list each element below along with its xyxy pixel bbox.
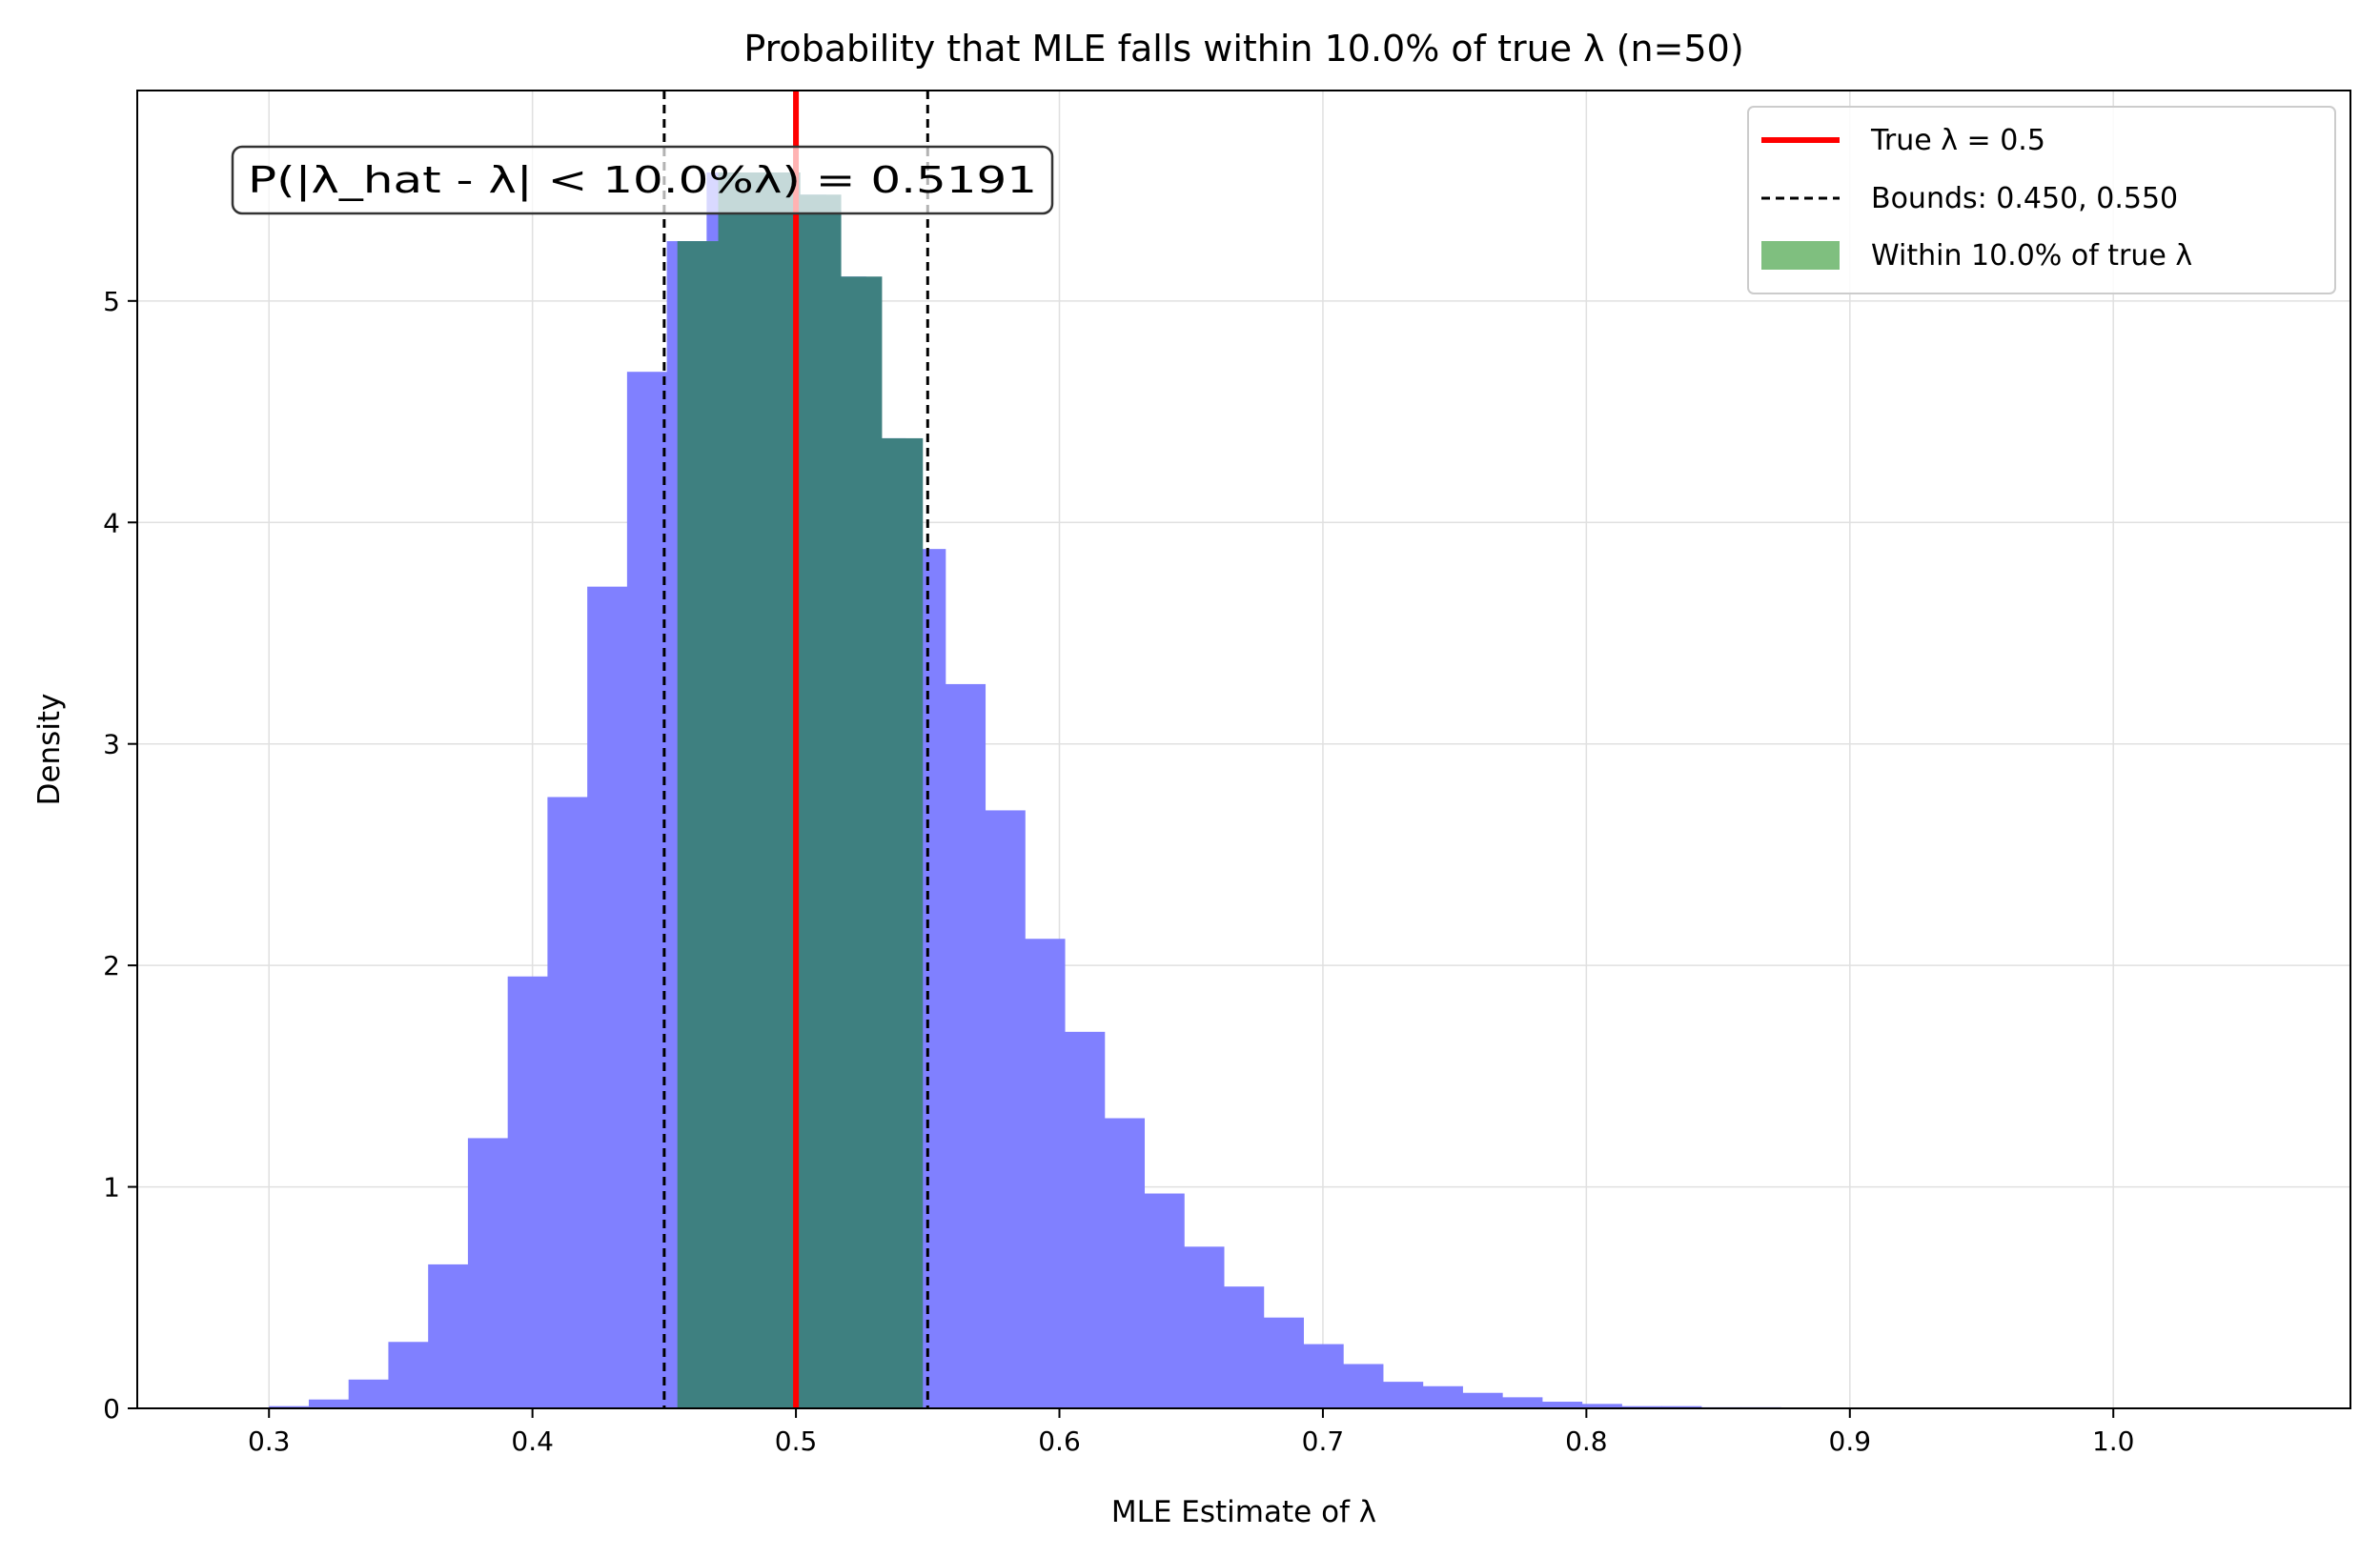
histogram-bar	[308, 1399, 350, 1408]
histogram-bar	[626, 372, 668, 1408]
x-tick-label: 0.7	[1302, 1426, 1345, 1457]
histogram-bar	[348, 1379, 389, 1408]
x-tick-label: 1.0	[2092, 1426, 2135, 1457]
y-tick-label: 4	[103, 507, 120, 538]
histogram-bar	[1104, 1118, 1146, 1408]
x-tick-label: 0.5	[775, 1426, 818, 1457]
within-region-bar	[718, 172, 760, 1408]
histogram-bar	[1223, 1286, 1265, 1408]
histogram-bar	[388, 1342, 429, 1408]
histogram-bar	[1621, 1405, 1662, 1408]
histogram-bar	[507, 976, 548, 1408]
histogram-bar	[1144, 1193, 1185, 1408]
reference-lines	[662, 91, 929, 1408]
plot-frame	[136, 90, 2351, 1409]
legend-bounds-label: Bounds: 0.450, 0.550	[1871, 182, 2178, 215]
within-region-bar	[677, 241, 720, 1409]
y-tick-label: 3	[103, 729, 120, 760]
within-region-bar	[800, 194, 842, 1409]
within-region-bar	[841, 276, 883, 1408]
x-tick-label: 0.8	[1565, 1426, 1608, 1457]
histogram-bar	[1462, 1392, 1503, 1408]
chart-title: Probability that MLE falls within 10.0% …	[743, 28, 1743, 70]
legend-true-lambda-label: True λ = 0.5	[1870, 124, 2045, 157]
histogram-bar	[945, 683, 987, 1408]
x-tick-label: 0.6	[1038, 1426, 1081, 1457]
histogram-bar	[1382, 1382, 1424, 1408]
y-axis-label: Density	[32, 694, 67, 806]
legend-within-patch	[1761, 241, 1840, 270]
legend-frame	[1747, 106, 2336, 294]
histogram-bar	[269, 1405, 310, 1408]
within-region-bars	[677, 172, 924, 1409]
y-tick-label: 2	[103, 950, 120, 981]
grid-lines	[137, 91, 2350, 1409]
within-region-bar	[881, 437, 924, 1409]
histogram-bar	[1502, 1397, 1543, 1408]
histogram-bar	[587, 586, 628, 1408]
x-tick-label: 0.3	[248, 1426, 291, 1457]
legend: True λ = 0.5 Bounds: 0.450, 0.550 Within…	[1747, 106, 2336, 294]
histogram-bar	[467, 1138, 509, 1408]
histogram-bar	[985, 810, 1026, 1408]
histogram-bar	[1661, 1405, 1702, 1408]
histogram-bar	[1303, 1344, 1344, 1408]
histogram-bar	[1263, 1317, 1304, 1408]
histogram-bar	[1541, 1402, 1583, 1408]
y-tick-label: 1	[103, 1172, 120, 1203]
histogram-bar	[1065, 1031, 1106, 1408]
histogram-bar	[1025, 939, 1066, 1408]
y-tick-label: 0	[103, 1393, 120, 1425]
y-tick-label: 5	[103, 286, 120, 317]
histogram-bar	[428, 1264, 469, 1408]
histogram-bars	[269, 172, 1781, 1409]
annotation-box-frame	[231, 145, 1054, 215]
histogram-bar	[547, 797, 588, 1408]
histogram-bar	[1581, 1404, 1622, 1408]
annotation-text: P(|λ_hat - λ| < 10.0%λ) = 0.5191	[248, 159, 1037, 202]
legend-within-label: Within 10.0% of true λ	[1871, 239, 2192, 273]
histogram-bar	[1343, 1364, 1384, 1408]
x-tick-label: 0.4	[511, 1426, 554, 1457]
axis-ticks: 0.3 0.4 0.5 0.6 0.7 0.8 0.9 1.0 0 1 2 3 4 5	[103, 286, 2134, 1457]
x-axis-label: MLE Estimate of λ	[1111, 1495, 1376, 1529]
x-tick-label: 0.9	[1829, 1426, 1872, 1457]
probability-annotation: P(|λ_hat - λ| < 10.0%λ) = 0.5191	[231, 145, 1054, 215]
histogram-bar	[1184, 1246, 1225, 1408]
histogram-bar	[1422, 1385, 1463, 1408]
